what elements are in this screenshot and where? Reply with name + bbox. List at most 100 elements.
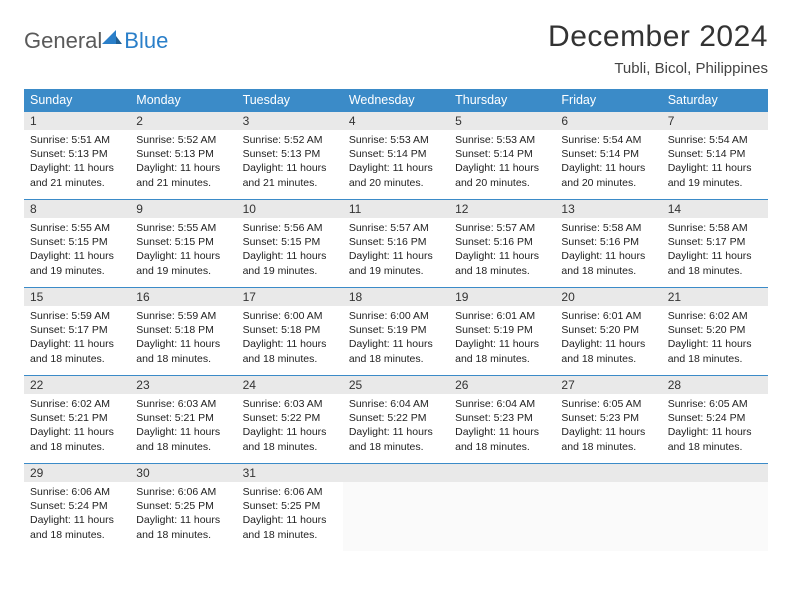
calendar-cell: 2Sunrise: 5:52 AMSunset: 5:13 PMDaylight… — [130, 111, 236, 199]
daylight-line: Daylight: 11 hours and 18 minutes. — [243, 425, 337, 453]
day-info: Sunrise: 5:56 AMSunset: 5:15 PMDaylight:… — [237, 218, 343, 281]
calendar-cell — [662, 463, 768, 551]
daylight-line: Daylight: 11 hours and 18 minutes. — [349, 425, 443, 453]
logo-triangle-icon — [102, 28, 122, 44]
sunset-line: Sunset: 5:16 PM — [561, 235, 655, 249]
calendar-cell: 4Sunrise: 5:53 AMSunset: 5:14 PMDaylight… — [343, 111, 449, 199]
day-info: Sunrise: 5:55 AMSunset: 5:15 PMDaylight:… — [130, 218, 236, 281]
sunset-line: Sunset: 5:15 PM — [243, 235, 337, 249]
calendar-cell: 8Sunrise: 5:55 AMSunset: 5:15 PMDaylight… — [24, 199, 130, 287]
sunrise-line: Sunrise: 6:02 AM — [30, 397, 124, 411]
sunrise-line: Sunrise: 6:04 AM — [455, 397, 549, 411]
day-number: 20 — [555, 287, 661, 306]
sunrise-line: Sunrise: 5:55 AM — [136, 221, 230, 235]
sunset-line: Sunset: 5:14 PM — [455, 147, 549, 161]
weekday-header: Thursday — [449, 89, 555, 111]
sunset-line: Sunset: 5:16 PM — [349, 235, 443, 249]
daylight-line: Daylight: 11 hours and 19 minutes. — [30, 249, 124, 277]
day-number: 11 — [343, 199, 449, 218]
sunset-line: Sunset: 5:13 PM — [136, 147, 230, 161]
day-info: Sunrise: 6:03 AMSunset: 5:21 PMDaylight:… — [130, 394, 236, 457]
logo-text-blue: Blue — [124, 28, 168, 54]
weekday-header-row: SundayMondayTuesdayWednesdayThursdayFrid… — [24, 89, 768, 111]
day-number: 18 — [343, 287, 449, 306]
calendar-cell: 13Sunrise: 5:58 AMSunset: 5:16 PMDayligh… — [555, 199, 661, 287]
day-cell: 18Sunrise: 6:00 AMSunset: 5:19 PMDayligh… — [343, 287, 449, 375]
sunrise-line: Sunrise: 5:57 AM — [349, 221, 443, 235]
weekday-header: Sunday — [24, 89, 130, 111]
daylight-line: Daylight: 11 hours and 20 minutes. — [561, 161, 655, 189]
sunset-line: Sunset: 5:19 PM — [349, 323, 443, 337]
sunrise-line: Sunrise: 5:58 AM — [668, 221, 762, 235]
day-info: Sunrise: 6:03 AMSunset: 5:22 PMDaylight:… — [237, 394, 343, 457]
calendar-row: 22Sunrise: 6:02 AMSunset: 5:21 PMDayligh… — [24, 375, 768, 463]
day-cell: 8Sunrise: 5:55 AMSunset: 5:15 PMDaylight… — [24, 199, 130, 287]
day-number: 27 — [555, 375, 661, 394]
day-cell: 9Sunrise: 5:55 AMSunset: 5:15 PMDaylight… — [130, 199, 236, 287]
calendar-cell: 6Sunrise: 5:54 AMSunset: 5:14 PMDaylight… — [555, 111, 661, 199]
day-number: 19 — [449, 287, 555, 306]
daylight-line: Daylight: 11 hours and 18 minutes. — [243, 513, 337, 541]
weekday-header: Tuesday — [237, 89, 343, 111]
sunset-line: Sunset: 5:14 PM — [668, 147, 762, 161]
day-info: Sunrise: 5:53 AMSunset: 5:14 PMDaylight:… — [449, 130, 555, 193]
day-number: 30 — [130, 463, 236, 482]
daylight-line: Daylight: 11 hours and 18 minutes. — [349, 337, 443, 365]
sunrise-line: Sunrise: 5:52 AM — [136, 133, 230, 147]
day-cell: 26Sunrise: 6:04 AMSunset: 5:23 PMDayligh… — [449, 375, 555, 463]
day-info: Sunrise: 5:54 AMSunset: 5:14 PMDaylight:… — [555, 130, 661, 193]
calendar-row: 1Sunrise: 5:51 AMSunset: 5:13 PMDaylight… — [24, 111, 768, 199]
sunset-line: Sunset: 5:17 PM — [30, 323, 124, 337]
calendar-cell: 29Sunrise: 6:06 AMSunset: 5:24 PMDayligh… — [24, 463, 130, 551]
day-number: 24 — [237, 375, 343, 394]
calendar-cell: 12Sunrise: 5:57 AMSunset: 5:16 PMDayligh… — [449, 199, 555, 287]
sunrise-line: Sunrise: 5:53 AM — [455, 133, 549, 147]
sunrise-line: Sunrise: 5:55 AM — [30, 221, 124, 235]
calendar-cell: 5Sunrise: 5:53 AMSunset: 5:14 PMDaylight… — [449, 111, 555, 199]
weekday-header: Wednesday — [343, 89, 449, 111]
sunset-line: Sunset: 5:18 PM — [136, 323, 230, 337]
daylight-line: Daylight: 11 hours and 18 minutes. — [136, 425, 230, 453]
sunrise-line: Sunrise: 6:03 AM — [243, 397, 337, 411]
day-cell: 3Sunrise: 5:52 AMSunset: 5:13 PMDaylight… — [237, 111, 343, 199]
day-cell: 5Sunrise: 5:53 AMSunset: 5:14 PMDaylight… — [449, 111, 555, 199]
sunset-line: Sunset: 5:13 PM — [30, 147, 124, 161]
daylight-line: Daylight: 11 hours and 18 minutes. — [136, 337, 230, 365]
day-info: Sunrise: 6:06 AMSunset: 5:25 PMDaylight:… — [130, 482, 236, 545]
day-info: Sunrise: 6:00 AMSunset: 5:19 PMDaylight:… — [343, 306, 449, 369]
day-info: Sunrise: 6:02 AMSunset: 5:21 PMDaylight:… — [24, 394, 130, 457]
sunrise-line: Sunrise: 5:54 AM — [668, 133, 762, 147]
calendar-cell: 30Sunrise: 6:06 AMSunset: 5:25 PMDayligh… — [130, 463, 236, 551]
daylight-line: Daylight: 11 hours and 20 minutes. — [455, 161, 549, 189]
calendar-cell: 26Sunrise: 6:04 AMSunset: 5:23 PMDayligh… — [449, 375, 555, 463]
sunset-line: Sunset: 5:15 PM — [136, 235, 230, 249]
empty-daynum — [555, 463, 661, 482]
header: General Blue December 2024 Tubli, Bicol,… — [24, 20, 768, 77]
sunset-line: Sunset: 5:22 PM — [243, 411, 337, 425]
day-number: 17 — [237, 287, 343, 306]
daylight-line: Daylight: 11 hours and 18 minutes. — [30, 337, 124, 365]
day-cell: 29Sunrise: 6:06 AMSunset: 5:24 PMDayligh… — [24, 463, 130, 551]
calendar-cell: 21Sunrise: 6:02 AMSunset: 5:20 PMDayligh… — [662, 287, 768, 375]
sunset-line: Sunset: 5:21 PM — [30, 411, 124, 425]
sunset-line: Sunset: 5:25 PM — [136, 499, 230, 513]
daylight-line: Daylight: 11 hours and 18 minutes. — [136, 513, 230, 541]
calendar-table: SundayMondayTuesdayWednesdayThursdayFrid… — [24, 89, 768, 551]
daylight-line: Daylight: 11 hours and 18 minutes. — [243, 337, 337, 365]
daylight-line: Daylight: 11 hours and 18 minutes. — [455, 249, 549, 277]
day-cell: 20Sunrise: 6:01 AMSunset: 5:20 PMDayligh… — [555, 287, 661, 375]
sunset-line: Sunset: 5:14 PM — [561, 147, 655, 161]
day-info: Sunrise: 6:06 AMSunset: 5:25 PMDaylight:… — [237, 482, 343, 545]
page-title: December 2024 — [548, 20, 768, 54]
day-cell: 23Sunrise: 6:03 AMSunset: 5:21 PMDayligh… — [130, 375, 236, 463]
sunrise-line: Sunrise: 6:05 AM — [561, 397, 655, 411]
day-number: 6 — [555, 111, 661, 130]
calendar-cell — [343, 463, 449, 551]
day-info: Sunrise: 5:53 AMSunset: 5:14 PMDaylight:… — [343, 130, 449, 193]
day-cell: 16Sunrise: 5:59 AMSunset: 5:18 PMDayligh… — [130, 287, 236, 375]
day-cell: 17Sunrise: 6:00 AMSunset: 5:18 PMDayligh… — [237, 287, 343, 375]
day-cell: 6Sunrise: 5:54 AMSunset: 5:14 PMDaylight… — [555, 111, 661, 199]
sunrise-line: Sunrise: 6:06 AM — [30, 485, 124, 499]
calendar-cell: 9Sunrise: 5:55 AMSunset: 5:15 PMDaylight… — [130, 199, 236, 287]
calendar-cell — [555, 463, 661, 551]
